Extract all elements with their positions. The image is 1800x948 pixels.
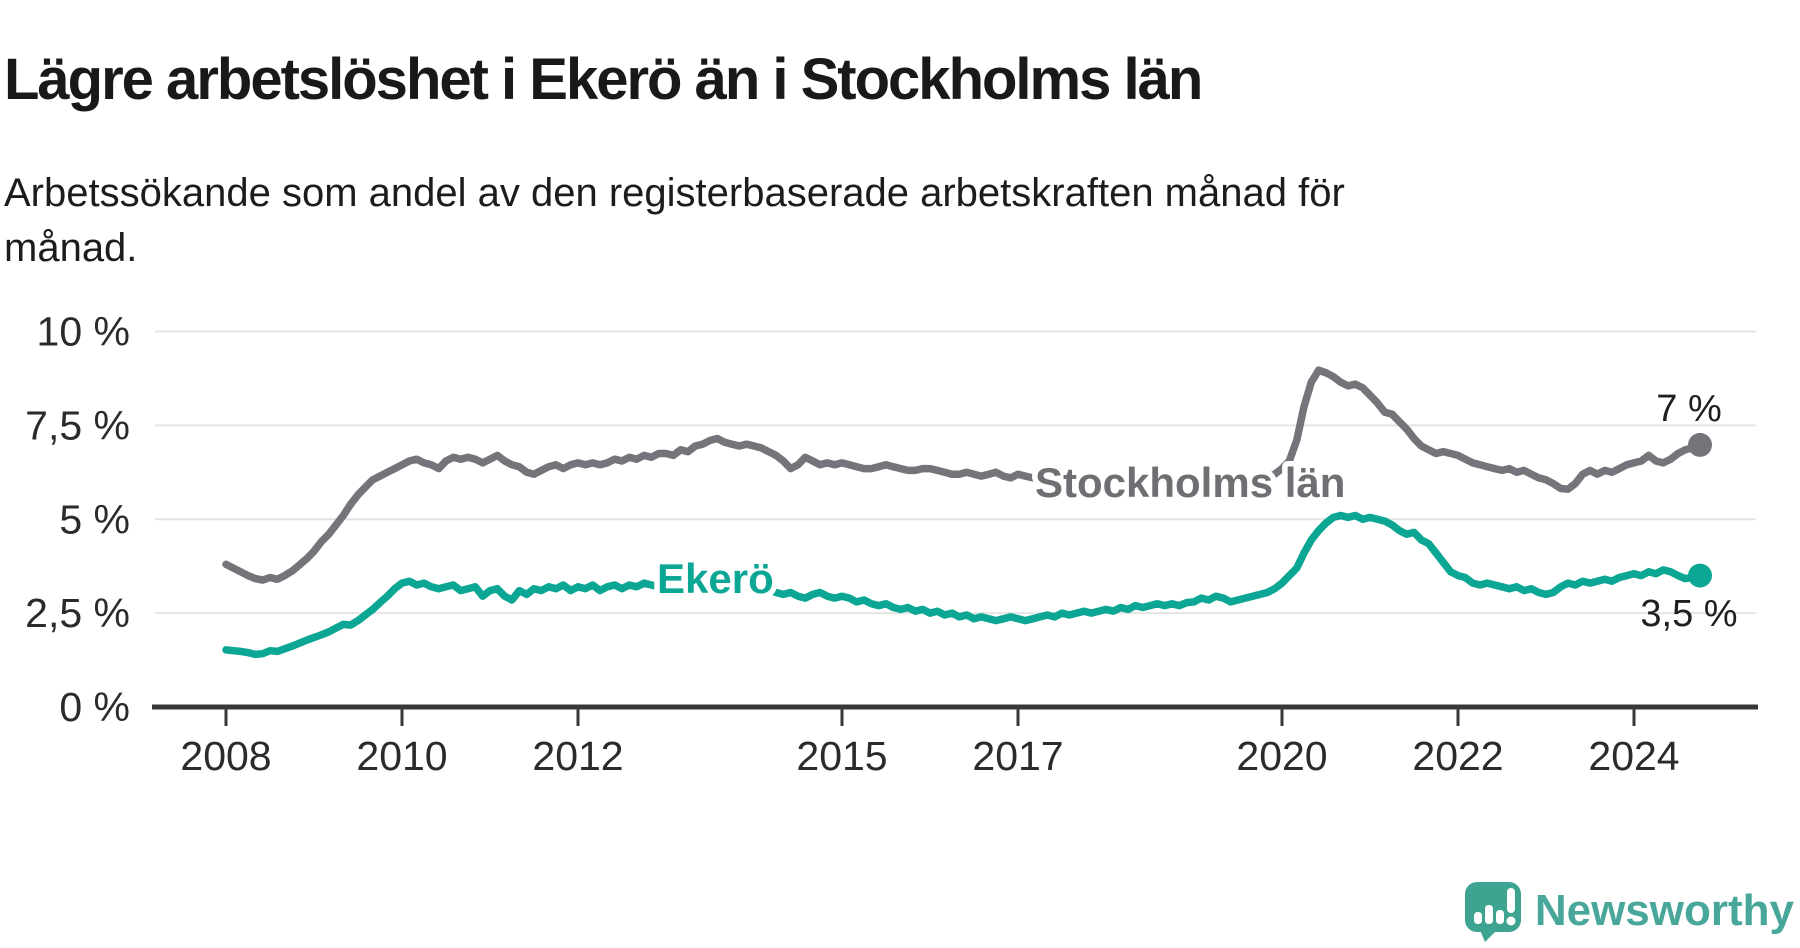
line-ekero: [222, 511, 1704, 659]
x-axis-labels: 2008 2010 2012 2015 2017 2020 2022 2024: [180, 733, 1679, 779]
gridlines: [155, 330, 1756, 615]
newsworthy-speech-bubble-chart-icon: [1464, 882, 1521, 942]
series-label-ekero: Ekerö: [657, 555, 774, 602]
series-label-stockholms-lan: Stockholms län: [1035, 459, 1345, 506]
series-end-dots: [1688, 432, 1712, 588]
end-value-label-stockholms-lan: 7 %: [1656, 388, 1721, 430]
x-axis-tick-label: 2012: [532, 733, 623, 779]
unemployment-line-chart: 0 % 2,5 % 5 % 7,5 % 10 % 2008 2010 2012 2015 201…: [25, 309, 1758, 779]
y-axis-tick-label: 7,5 %: [25, 402, 130, 448]
newsworthy-logo-text: Newsworthy: [1534, 886, 1794, 935]
end-value-label-ekero: 3,5 %: [1640, 593, 1737, 635]
series-lines: [222, 366, 1704, 659]
x-axis-tick-label: 2020: [1236, 733, 1327, 779]
chart-subtitle: Arbetssökande som andel av den registerb…: [4, 171, 1345, 270]
end-dot-ekero: [1688, 563, 1712, 588]
x-axis-tick-label: 2024: [1588, 733, 1679, 779]
y-axis-tick-label: 2,5 %: [25, 590, 130, 636]
y-axis-tick-label: 10 %: [37, 309, 130, 355]
x-axis-tick-label: 2022: [1412, 733, 1503, 779]
y-axis-tick-label: 5 %: [59, 496, 130, 542]
x-axis-tick-label: 2017: [972, 733, 1063, 779]
y-axis-tick-label: 0 %: [59, 684, 130, 730]
line-stockholms-lan: [222, 366, 1704, 584]
newsworthy-logo: Newsworthy: [1463, 880, 1794, 942]
page-title: Lägre arbetslöshet i Ekerö än i Stockhol…: [4, 46, 1203, 112]
x-axis: [152, 704, 1758, 726]
y-axis-labels: 0 % 2,5 % 5 % 7,5 % 10 %: [25, 309, 130, 731]
x-axis-tick-label: 2008: [180, 733, 271, 779]
x-axis-tick-label: 2015: [796, 733, 887, 779]
end-dot-stockholms-lan: [1688, 432, 1712, 457]
x-axis-tick-label: 2010: [356, 733, 447, 779]
